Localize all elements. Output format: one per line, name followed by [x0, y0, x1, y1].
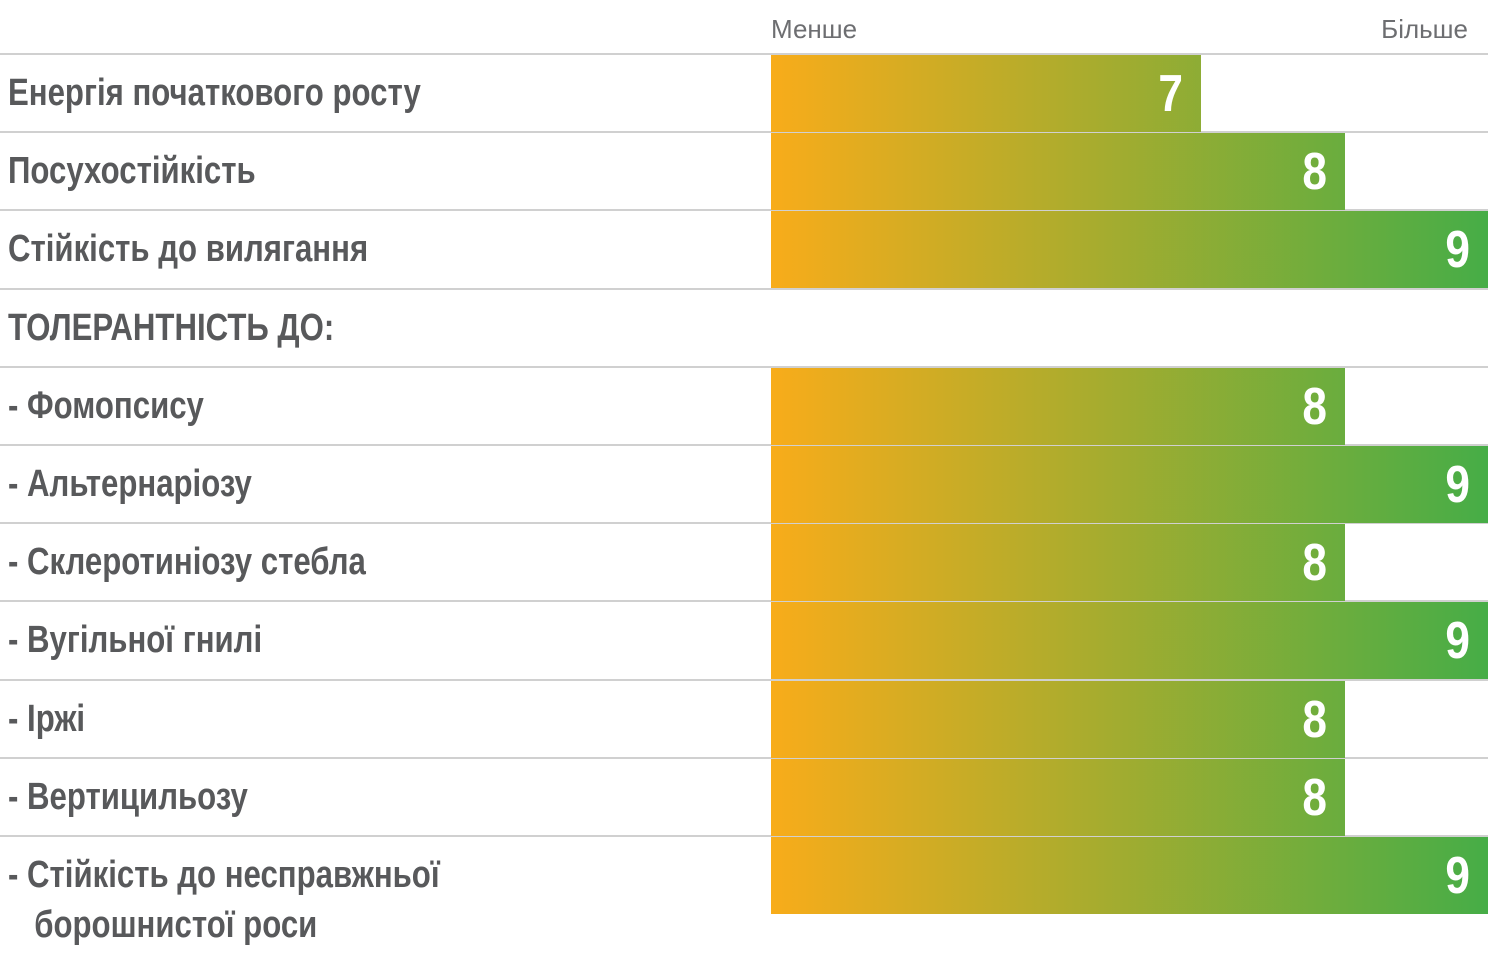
row-label: - Склеротиніозу стебла	[8, 541, 366, 584]
bar: 7	[771, 55, 1202, 132]
value-label: 8	[1302, 768, 1327, 827]
value-label: 9	[1445, 456, 1470, 514]
bar: 8	[771, 758, 1345, 836]
value-label: 9	[1445, 221, 1470, 280]
row-separator	[0, 756, 1488, 759]
row-separator	[0, 53, 1488, 55]
row-label: Енергія початкового росту	[8, 72, 421, 114]
bar: 8	[771, 680, 1345, 758]
value-label: 8	[1302, 377, 1327, 436]
bar: 9	[771, 446, 1488, 523]
row-separator	[0, 600, 1488, 603]
scale-low-label: Менше	[771, 14, 858, 44]
row-label: - Стійкість до несправжньої борошнистої …	[8, 854, 440, 946]
scale-high-label: Більше	[1381, 14, 1468, 44]
row-separator	[0, 365, 1488, 368]
value-label: 8	[1302, 143, 1327, 202]
row-separator	[0, 835, 1488, 837]
row-separator	[0, 287, 1488, 290]
row-separator	[0, 209, 1488, 212]
row-label: ТОЛЕРАНТНІСТЬ ДО:	[8, 306, 335, 349]
value-label: 9	[1445, 847, 1470, 905]
row-separator	[0, 444, 1488, 446]
row-label: - Вугільної гнилі	[8, 619, 263, 662]
row-separator	[0, 522, 1488, 525]
value-label: 8	[1302, 690, 1327, 749]
bar: 8	[771, 524, 1345, 602]
bar: 9	[771, 837, 1488, 914]
value-label: 7	[1158, 65, 1184, 123]
row-separator	[0, 678, 1488, 681]
bar: 8	[771, 367, 1345, 445]
row-label: - Іржі	[8, 697, 86, 740]
value-label: 9	[1445, 612, 1470, 671]
bar: 9	[771, 602, 1488, 680]
row-label: Посухостійкість	[8, 150, 256, 193]
row-label: - Фомопсису	[8, 384, 204, 427]
bar: 9	[771, 211, 1488, 289]
row-separator	[0, 131, 1488, 134]
value-label: 8	[1302, 534, 1327, 593]
row-label: - Вертицильозу	[8, 775, 248, 818]
row-label: - Альтернаріозу	[8, 463, 252, 505]
bar: 8	[771, 133, 1345, 211]
row-label: Стійкість до вилягання	[8, 228, 369, 271]
